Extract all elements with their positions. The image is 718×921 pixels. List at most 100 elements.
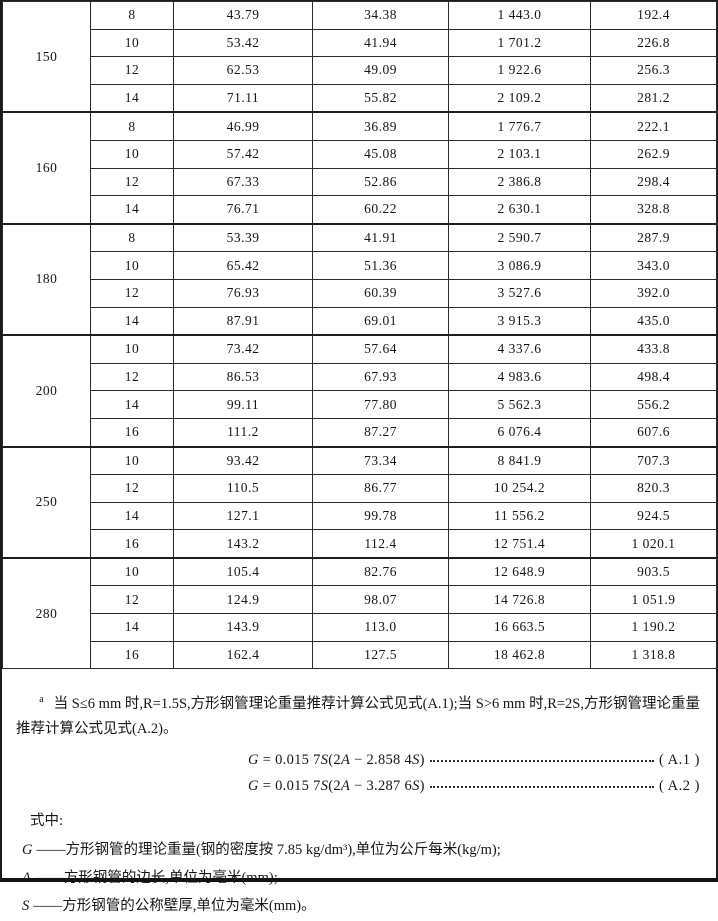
formula-a1-body: G = 0.015 7S(2A − 2.858 4S) <box>248 751 425 768</box>
cell-value: 16 <box>90 417 174 448</box>
cell-value: 53.39 <box>173 222 313 253</box>
table-row: 12 62.53 49.09 1 922.6 256.3 <box>3 56 717 85</box>
cell-value: 556.2 <box>590 390 717 419</box>
cell-value: 1 190.2 <box>590 613 717 642</box>
table-row: 150 8 43.79 34.38 1 443.0 192.4 <box>2 1 717 113</box>
cell-value: 76.93 <box>173 278 313 308</box>
cell-value: 93.42 <box>173 445 313 476</box>
cell-value: 71.11 <box>173 83 313 113</box>
cell-value: 5 562.3 <box>448 390 591 419</box>
cell-value: 12 <box>90 167 174 197</box>
cell-value: 2 103.1 <box>448 139 591 169</box>
table-row: 10 57.42 45.08 2 103.1 262.9 <box>3 139 717 169</box>
cell-value: 903.5 <box>590 556 717 587</box>
cell-value: 435.0 <box>590 306 717 336</box>
cell-value: 73.34 <box>312 445 449 476</box>
cell-value: 1 701.2 <box>448 28 591 58</box>
cell-value: 143.2 <box>173 529 313 559</box>
cell-value: 820.3 <box>590 474 717 503</box>
cell-value: 1 443.0 <box>448 1 591 30</box>
where-label: 式中: <box>30 812 64 829</box>
cell-nominal-size: 250 <box>2 445 91 559</box>
definition-s: S ——方形钢管的公称壁厚,单位为毫米(mm)。 <box>22 892 700 920</box>
cell-value: 8 <box>90 222 174 253</box>
cell-value: 2 630.1 <box>448 195 591 225</box>
cell-value: 498.4 <box>590 362 717 392</box>
weight-table: 150 8 43.79 34.38 1 443.0 192.4 10 53.42 41.94 1 … <box>2 1 717 670</box>
cell-value: 41.94 <box>312 28 449 58</box>
definition-a: A ——方形钢管的边长,单位为毫米(mm); <box>22 864 700 892</box>
table-row: 12 86.53 67.93 4 983.6 498.4 <box>3 362 717 392</box>
cell-value: 67.33 <box>173 167 313 197</box>
cell-value: 328.8 <box>590 195 717 225</box>
definition-s-symbol: S <box>22 898 30 915</box>
cell-value: 1 318.8 <box>590 640 717 670</box>
cell-nominal-size: 200 <box>2 334 91 448</box>
cell-value: 433.8 <box>590 334 717 364</box>
table-row: 14 127.1 99.78 11 556.2 924.5 <box>3 501 717 531</box>
cell-value: 10 <box>90 28 174 58</box>
cell-value: 11 556.2 <box>448 501 591 531</box>
cell-value: 162.4 <box>173 640 313 670</box>
table-row: 14 87.91 69.01 3 915.3 435.0 <box>3 306 717 336</box>
footnote-marker: a <box>39 694 44 706</box>
table-row: 10 53.42 41.94 1 701.2 226.8 <box>3 28 717 58</box>
cell-value: 112.4 <box>312 529 449 559</box>
cell-value: 1 776.7 <box>448 111 591 141</box>
cell-value: 10 254.2 <box>448 474 591 503</box>
table-row: 180 8 53.39 41.91 2 590.7 287.9 <box>2 222 717 336</box>
cell-value: 143.9 <box>173 613 313 642</box>
cell-value: 392.0 <box>590 278 717 308</box>
definition-s-text: ——方形钢管的公称壁厚,单位为毫米(mm)。 <box>33 898 316 915</box>
cell-value: 34.38 <box>312 1 449 30</box>
cell-nominal-size: 150 <box>2 1 91 113</box>
table-row: 12 76.93 60.39 3 527.6 392.0 <box>3 278 717 308</box>
cell-value: 99.11 <box>173 390 313 419</box>
cell-value: 77.80 <box>312 390 449 419</box>
cell-value: 1 051.9 <box>590 585 717 615</box>
cell-value: 8 <box>90 111 174 141</box>
cell-value: 99.78 <box>312 501 449 531</box>
cell-value: 16 663.5 <box>448 613 591 642</box>
cell-value: 14 <box>90 83 174 113</box>
cell-value: 113.0 <box>312 613 449 642</box>
footnote-text: 当 S≤6 mm 时,R=1.5S,方形钢管理论重量推荐计算公式见式(A.1);… <box>16 696 700 738</box>
cell-value: 287.9 <box>590 222 717 253</box>
table-row: 14 143.9 113.0 16 663.5 1 190.2 <box>3 613 717 642</box>
cell-value: 222.1 <box>590 111 717 141</box>
cell-value: 98.07 <box>312 585 449 615</box>
table-row: 12 110.5 86.77 10 254.2 820.3 <box>3 474 717 503</box>
cell-nominal-size: 280 <box>2 556 91 670</box>
cell-value: 65.42 <box>173 251 313 280</box>
cell-value: 51.36 <box>312 251 449 280</box>
cell-value: 36.89 <box>312 111 449 141</box>
cell-value: 69.01 <box>312 306 449 336</box>
cell-value: 87.91 <box>173 306 313 336</box>
cell-value: 12 <box>90 585 174 615</box>
cell-value: 14 726.8 <box>448 585 591 615</box>
dotted-leader <box>429 760 655 763</box>
cell-value: 124.9 <box>173 585 313 615</box>
cell-value: 86.77 <box>312 474 449 503</box>
formula-a2-number: ( A.2 ) <box>659 777 700 794</box>
cell-value: 14 <box>90 306 174 336</box>
cell-value: 14 <box>90 613 174 642</box>
cell-value: 14 <box>90 390 174 419</box>
cell-value: 53.42 <box>173 28 313 58</box>
cell-value: 16 <box>90 640 174 670</box>
cell-value: 16 <box>90 529 174 559</box>
cell-value: 343.0 <box>590 251 717 280</box>
table-row: 10 65.42 51.36 3 086.9 343.0 <box>3 251 717 280</box>
definition-g: G ——方形钢管的理论重量(钢的密度按 7.85 kg/dm³),单位为公斤每米(… <box>22 836 700 864</box>
cell-value: 3 527.6 <box>448 278 591 308</box>
cell-value: 41.91 <box>312 222 449 253</box>
cell-value: 1 020.1 <box>590 529 717 559</box>
cell-value: 6 076.4 <box>448 417 591 448</box>
table-row: 16 143.2 112.4 12 751.4 1 020.1 <box>3 529 717 559</box>
cell-value: 55.82 <box>312 83 449 113</box>
cell-value: 43.79 <box>173 1 313 30</box>
table-row: 12 67.33 52.86 2 386.8 298.4 <box>3 167 717 197</box>
